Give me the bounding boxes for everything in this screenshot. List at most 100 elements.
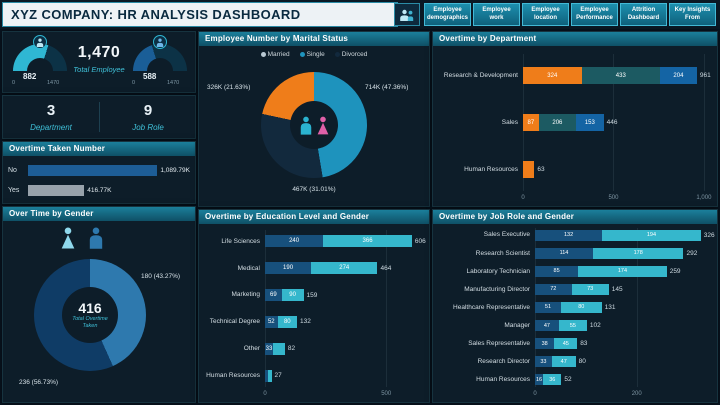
bar-track: 47 55 102 <box>535 320 713 332</box>
slice-label: 714K (47.36%) <box>365 84 409 91</box>
education-gender-panel: Overtime by Education Level and Gender L… <box>198 209 430 403</box>
bar-category-label: Yes <box>8 186 20 194</box>
nav-button[interactable]: Employee work <box>473 3 520 26</box>
bar-track: 114 178 292 <box>535 247 713 259</box>
bar-row: Other 33 82 <box>203 342 425 355</box>
legend-label: Single <box>306 51 325 58</box>
divider <box>99 102 100 132</box>
bar[interactable] <box>28 164 158 176</box>
gender-donut-chart[interactable] <box>34 259 146 371</box>
bar-row: Laboratory Technician 85 174 259 <box>437 265 713 277</box>
bar-row: Manager 47 55 102 <box>437 320 713 332</box>
bar-segment[interactable]: 73 <box>571 283 609 295</box>
people-logo-button[interactable] <box>394 3 420 26</box>
bar-category-label: Manager <box>504 322 530 330</box>
bar-segment[interactable]: 206 <box>538 114 576 131</box>
bar-segment[interactable] <box>265 369 268 382</box>
bar-segment[interactable]: 52 <box>265 315 278 328</box>
axis-tick-label: 500 <box>608 195 619 201</box>
bar-category-label: Healthcare Representative <box>453 303 530 311</box>
bar-segment[interactable]: 33 <box>265 342 273 355</box>
bar-total-label: 131 <box>604 303 616 311</box>
bar-row: Human Resources 16 36 52 <box>437 374 713 386</box>
bar-segment[interactable]: 178 <box>592 247 684 259</box>
bar-segment[interactable]: 433 <box>581 67 660 84</box>
legend-label: Divorced <box>341 51 368 58</box>
gauge-value: 588 <box>143 72 157 81</box>
bar-segment[interactable]: 132 <box>535 229 603 241</box>
nav-button[interactable]: Attrition Dashboard <box>620 3 667 26</box>
bar-segment[interactable] <box>273 342 285 355</box>
bar-track: 416.77K <box>28 184 190 196</box>
bar-segment[interactable]: 366 <box>323 235 412 248</box>
bar-row: Medical 190 274 464 <box>203 262 425 275</box>
bar-segment[interactable]: 45 <box>554 338 578 350</box>
legend-item[interactable]: Single <box>299 51 325 58</box>
bar-segment[interactable]: 85 <box>535 265 579 277</box>
bar-segment[interactable] <box>267 369 272 382</box>
bar-segment[interactable]: 90 <box>281 289 304 302</box>
nav-button[interactable]: Employee Performance <box>571 3 618 26</box>
bar-track: 132 194 326 <box>535 229 715 241</box>
bar[interactable] <box>28 184 85 196</box>
bar-row: Marketing 69 90 159 <box>203 289 425 302</box>
bar-segment[interactable]: 190 <box>265 262 312 275</box>
bar-track: 190 274 464 <box>265 262 425 275</box>
bar-row: No 1,089.79K <box>8 164 190 176</box>
axis-tick-label: 0 <box>521 195 525 201</box>
bar-segment[interactable]: 80 <box>560 301 602 313</box>
bar-total-label: 80 <box>578 358 586 366</box>
bar-segment[interactable]: 38 <box>535 338 555 350</box>
bar-segment[interactable]: 153 <box>576 114 604 131</box>
bar-segment[interactable]: 240 <box>265 235 324 248</box>
bar-segment[interactable]: 47 <box>535 320 559 332</box>
bar-segment[interactable]: 174 <box>578 265 667 277</box>
bar-segment[interactable]: 80 <box>277 315 297 328</box>
nav-button[interactable]: Key Insights From <box>669 3 716 26</box>
bar-total-label: 63 <box>537 166 545 173</box>
bar-track: 324 433 204 961 <box>523 67 713 84</box>
bar-segment[interactable]: 324 <box>523 67 582 84</box>
page-title: XYZ COMPANY: HR ANALYSIS DASHBOARD <box>2 2 398 27</box>
bar-segment[interactable]: 47 <box>551 356 576 368</box>
bar-row: Human Resources 27 <box>203 369 425 382</box>
bar-segment[interactable] <box>523 161 535 178</box>
stacked-rows: Life Sciences 240 366 606 Medical 190 274 464 Ma… <box>203 228 426 389</box>
bar-segment[interactable]: 194 <box>602 229 701 241</box>
bar-category-label: Manufacturing Director <box>464 285 530 293</box>
bar-segment[interactable]: 36 <box>543 374 562 386</box>
bar-segment[interactable]: 16 <box>535 374 544 386</box>
bar-segment[interactable]: 72 <box>535 283 572 295</box>
bar-track: 1,089.79K <box>28 164 190 176</box>
bar-segment[interactable]: 204 <box>659 67 697 84</box>
bar-category-label: Laboratory Technician <box>466 267 530 275</box>
bar-track: 33 82 <box>265 342 425 355</box>
bar-segment[interactable]: 51 <box>535 301 561 313</box>
person-icon <box>33 35 47 49</box>
bar-total-label: 52 <box>564 376 572 384</box>
bar-segment[interactable]: 274 <box>311 262 378 275</box>
bar-row: Sales Executive 132 194 326 <box>437 229 715 241</box>
bar-value-label: 1,089.79K <box>160 166 190 174</box>
nav-button[interactable]: Employee demographics <box>424 3 471 26</box>
legend-item[interactable]: Married <box>260 51 290 58</box>
bar-segment[interactable]: 33 <box>535 356 552 368</box>
bar-total-label: 102 <box>589 322 601 330</box>
job-role-gender-panel: Overtime by Job Role and Gender Sales Ex… <box>432 209 718 403</box>
bar-segment[interactable]: 55 <box>558 320 587 332</box>
bar-total-label: 464 <box>380 264 392 272</box>
bar-segment[interactable]: 69 <box>265 289 282 302</box>
bar-total-label: 259 <box>669 267 681 275</box>
bar-track: 51 80 131 <box>535 301 713 313</box>
axis-tick-label: 500 <box>381 391 392 397</box>
nav-button[interactable]: Employee location <box>522 3 569 26</box>
bar-total-label: 292 <box>686 249 698 257</box>
legend-item[interactable]: Divorced <box>334 51 368 58</box>
stacked-rows: Research & Development 324 433 204 961 Sales 8… <box>437 52 713 193</box>
marital-status-panel: Employee Number by Marital Status Marrie… <box>198 31 430 207</box>
bar-row: Research Scientist 114 178 292 <box>437 247 713 259</box>
bar-segment[interactable]: 87 <box>523 114 539 131</box>
bar-category-label: Sales Representative <box>468 340 530 348</box>
bar-segment[interactable]: 114 <box>535 247 593 259</box>
marital-donut-chart[interactable] <box>261 72 367 178</box>
